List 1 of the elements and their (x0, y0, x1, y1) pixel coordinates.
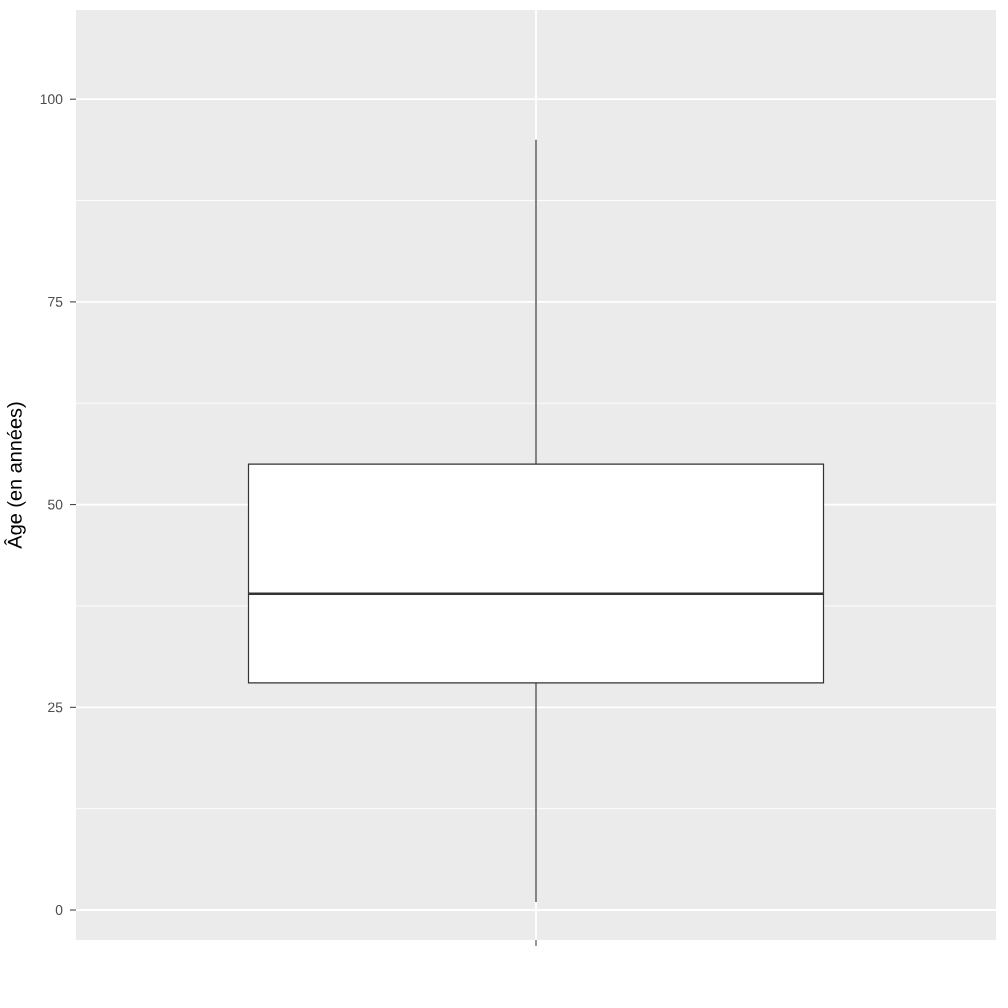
y-axis-title: Âge (en années) (4, 402, 26, 549)
